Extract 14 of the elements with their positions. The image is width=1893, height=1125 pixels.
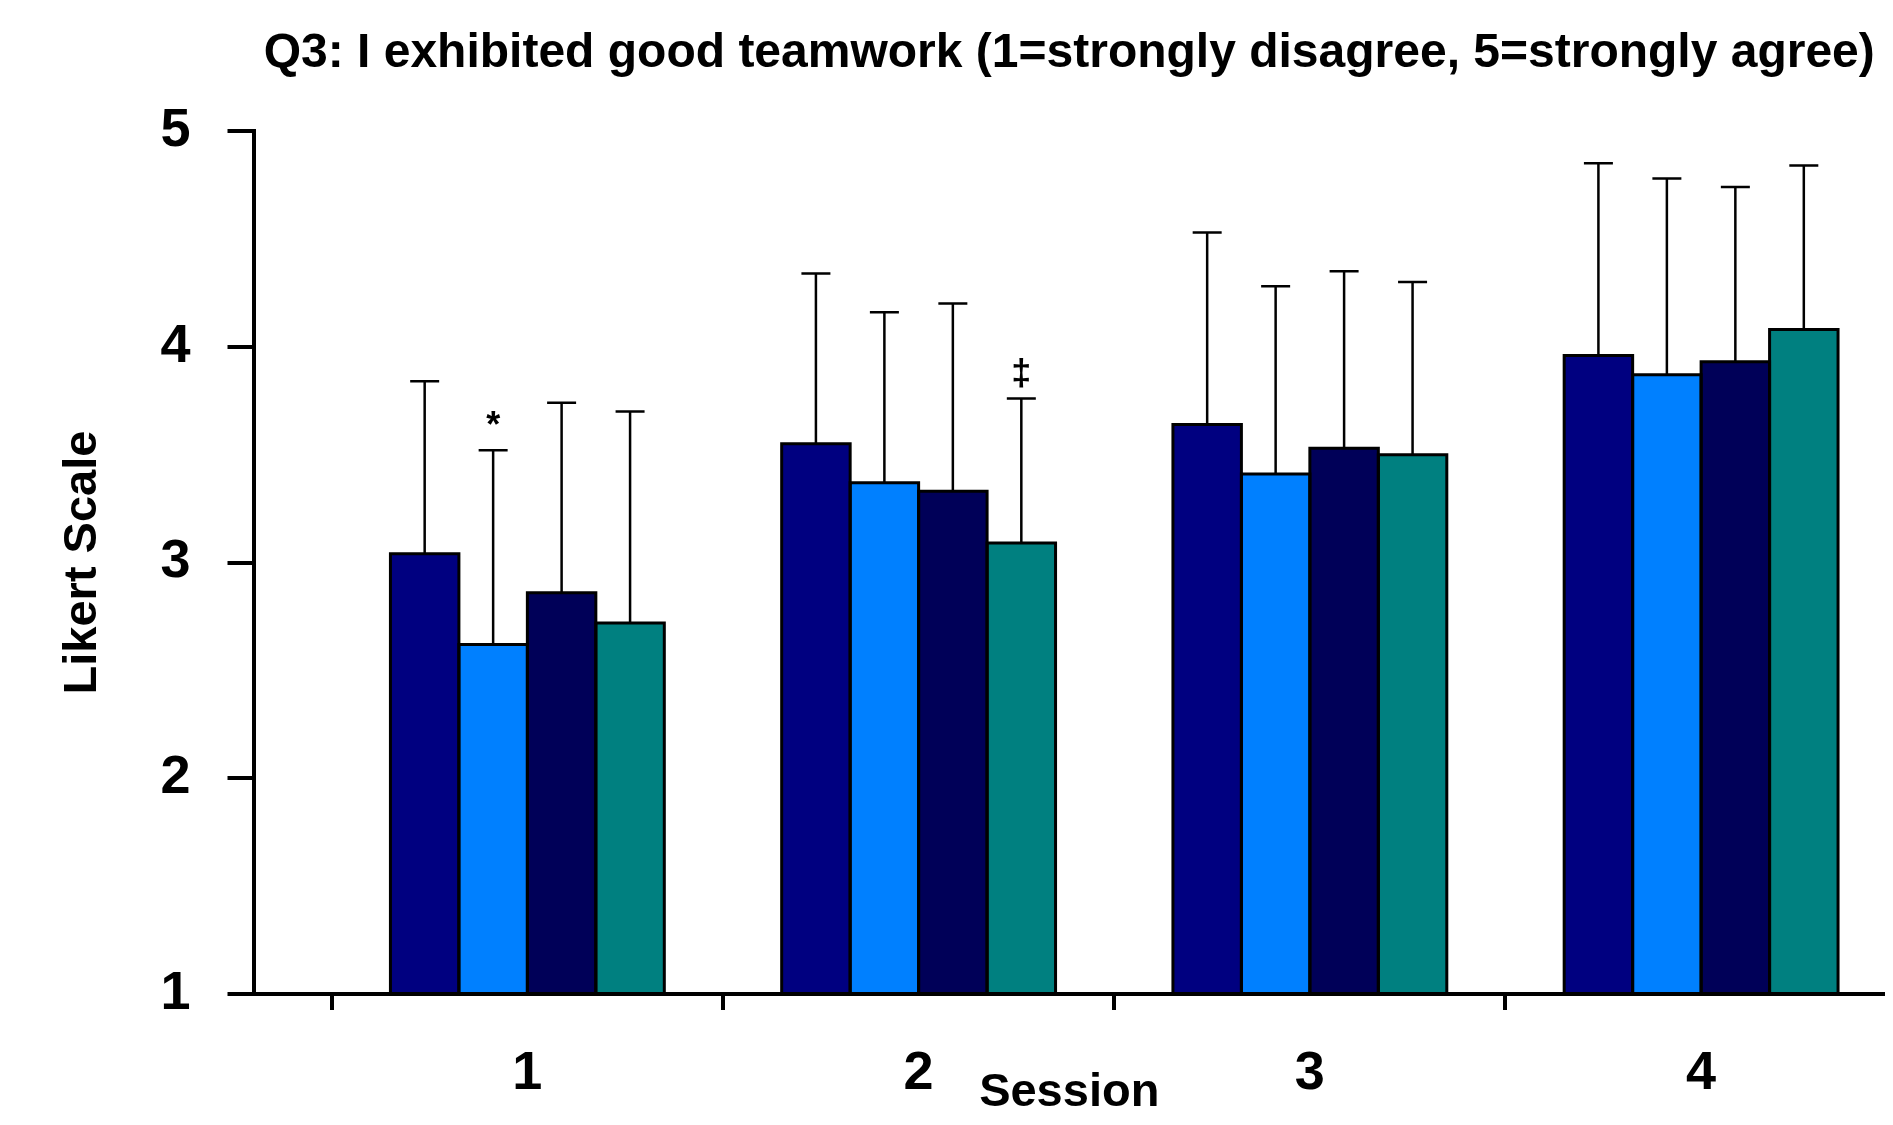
- x-tick-label: 3: [1294, 1039, 1325, 1100]
- x-tick-label: 4: [1686, 1039, 1717, 1100]
- annotation: *: [486, 404, 501, 446]
- y-tick-label: 4: [160, 312, 191, 373]
- y-tick-label: 3: [160, 528, 191, 589]
- x-tick-label: 2: [903, 1039, 934, 1100]
- x-tick-label: 1: [512, 1039, 543, 1100]
- chart-title: Q3: I exhibited good teamwork (1=strongly disagree, 5=strongly agree): [263, 24, 1875, 78]
- y-axis-title: Likert Scale: [53, 430, 107, 695]
- y-tick-label: 5: [160, 96, 191, 157]
- x-axis-title: Session: [979, 1063, 1160, 1117]
- y-tick-label: 2: [160, 744, 191, 805]
- y-tick-label: 1: [160, 959, 191, 1020]
- annotation: ‡: [1011, 352, 1032, 394]
